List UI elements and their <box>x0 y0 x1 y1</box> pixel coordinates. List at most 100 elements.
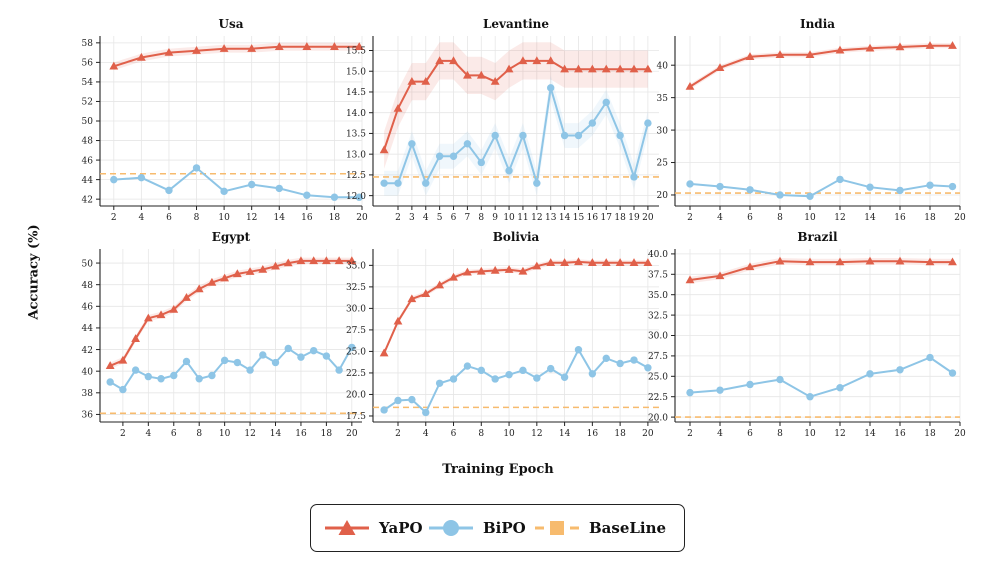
bipo-point <box>746 380 754 389</box>
bipo-point <box>477 366 485 375</box>
x-tick-label: 14 <box>864 213 876 223</box>
y-tick-label: 30.0 <box>648 332 668 342</box>
panel-title: Usa <box>219 17 244 31</box>
bipo-point <box>348 343 356 352</box>
yapo-point <box>532 261 542 270</box>
yapo-point <box>715 63 725 71</box>
yapo-point <box>283 258 293 267</box>
x-tick-label: 10 <box>219 429 231 439</box>
x-tick-label: 8 <box>194 213 200 223</box>
x-tick-label: 6 <box>747 213 753 223</box>
yapo-point <box>685 82 695 90</box>
bipo-point <box>519 366 527 375</box>
bipo-point <box>463 140 472 148</box>
yapo-point <box>835 45 845 54</box>
yapo-point <box>347 256 357 265</box>
x-tick-label: 14 <box>270 429 282 439</box>
panel-title: India <box>800 17 835 31</box>
bipo-point <box>630 356 638 364</box>
yapo-point <box>156 310 166 319</box>
yapo-point <box>136 52 146 61</box>
yapo-point <box>615 258 625 266</box>
x-tick-label: 20 <box>954 213 966 223</box>
yapo-point <box>296 256 306 265</box>
bipo-point <box>836 384 844 392</box>
yapo-point <box>421 77 431 85</box>
x-tick-label: 10 <box>503 213 515 223</box>
y-tick-label: 48 <box>82 137 94 147</box>
yapo-point <box>182 293 191 301</box>
yapo-point <box>715 271 725 280</box>
x-tick-label: 4 <box>717 429 723 439</box>
legend-label-bipo: BiPO <box>483 518 526 537</box>
series-band-yapo <box>384 42 648 169</box>
yapo-point <box>532 56 542 65</box>
yapo-point <box>354 42 364 50</box>
y-tick-label: 58 <box>82 39 94 49</box>
yapo-point <box>143 313 153 322</box>
x-tick-label: 12 <box>834 213 845 223</box>
series-band-yapo <box>113 42 360 71</box>
yapo-point <box>629 258 639 266</box>
y-tick-label: 32.5 <box>346 283 366 293</box>
x-tick-label: 4 <box>423 429 429 439</box>
bipo-point <box>519 131 527 140</box>
x-axis-label: Training Epoch <box>442 462 554 477</box>
y-tick-label: 14.5 <box>346 88 366 98</box>
bipo-point <box>335 366 343 374</box>
y-tick-label: 13.5 <box>346 130 366 140</box>
yapo-point <box>131 334 141 342</box>
y-tick-label: 30.0 <box>346 305 366 315</box>
y-tick-label: 46 <box>82 303 94 313</box>
bipo-point <box>284 344 292 353</box>
yapo-point <box>865 43 875 52</box>
bipo-point <box>602 354 610 363</box>
yapo-point <box>463 267 472 276</box>
yapo-point <box>504 64 514 73</box>
bipo-point <box>716 182 724 191</box>
x-tick-label: 4 <box>145 429 151 439</box>
x-tick-label: 18 <box>924 213 936 223</box>
bipo-point <box>144 372 153 381</box>
x-tick-label: 6 <box>171 429 177 439</box>
yapo-point <box>895 42 905 51</box>
y-tick-label: 44 <box>82 176 94 186</box>
x-tick-label: 10 <box>804 429 816 439</box>
x-tick-label: 16 <box>587 213 599 223</box>
bipo-point <box>836 175 844 184</box>
yapo-point <box>334 256 344 265</box>
yapo-point <box>518 266 528 275</box>
yapo-point <box>258 264 268 273</box>
bipo-point <box>408 395 416 404</box>
panel-title: Levantine <box>483 17 549 31</box>
legend: YaPO BiPO BaseLine <box>310 504 685 552</box>
series-band-yapo <box>110 257 352 369</box>
bipo-point <box>602 98 610 107</box>
x-tick-label: 2 <box>120 429 126 439</box>
yapo-point <box>435 56 445 65</box>
x-tick-label: 16 <box>295 429 307 439</box>
x-tick-label: 8 <box>777 213 783 223</box>
bipo-point <box>408 140 416 148</box>
yapo-point <box>805 257 815 266</box>
x-tick-label: 2 <box>111 213 117 223</box>
bipo-point <box>616 131 624 140</box>
yapo-point <box>449 272 458 281</box>
x-tick-label: 20 <box>356 213 368 223</box>
x-tick-label: 10 <box>218 213 230 223</box>
y-tick-label: 35.0 <box>346 262 366 272</box>
x-tick-label: 6 <box>747 429 753 439</box>
series-line-yapo <box>383 260 648 354</box>
y-tick-label: 15.5 <box>346 47 366 57</box>
yapo-point <box>685 275 695 284</box>
bipo-point <box>716 386 724 394</box>
bipo-point <box>157 375 165 383</box>
yapo-point <box>449 56 458 65</box>
yapo-point <box>948 41 957 49</box>
bipo-point <box>322 352 331 360</box>
y-tick-label: 22.5 <box>346 369 366 379</box>
yapo-point <box>574 64 583 73</box>
y-tick-label: 54 <box>82 78 94 88</box>
yapo-point <box>504 265 514 273</box>
